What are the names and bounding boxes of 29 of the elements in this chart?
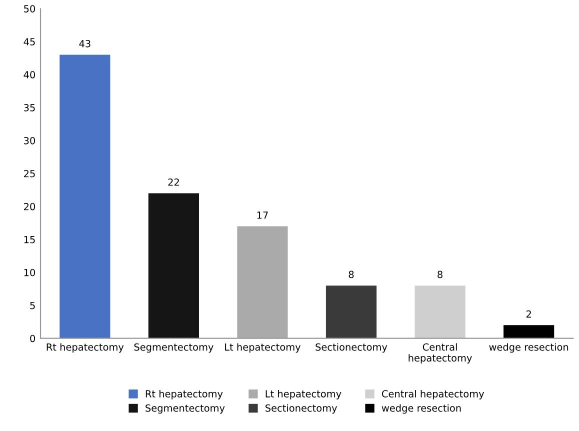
legend-label: Central hepatectomy [382,390,484,400]
x-tick-label: Sectionectomy [316,343,388,353]
y-tick-label: 5 [30,302,35,310]
data-label: 8 [348,270,354,278]
y-tick-label: 50 [24,5,36,12]
x-tick-label: Rt hepatectomy [46,343,124,353]
x-tick-label: Central hepatectomy [408,343,472,364]
x-tick-label: wedge resection [489,343,568,353]
y-tick-label: 10 [24,268,36,276]
x-tick-label: Segmentectomy [134,343,214,353]
data-label: 8 [438,270,442,278]
x-tick-label: Lt hepatectomy [225,343,301,353]
y-tick-label: 0 [30,334,36,342]
legend-label: Rt hepatectomy [146,390,223,400]
data-label: 2 [526,310,531,318]
y-tick-label: 40 [24,71,36,78]
legend-label: Sectionectomy [266,404,338,414]
data-label: 43 [79,40,90,48]
y-tick-label: 20 [24,202,36,210]
legend-label: wedge resection [382,404,461,414]
y-tick-label: 30 [24,136,36,144]
y-tick-label: 45 [24,38,35,46]
y-tick-label: 25 [24,170,35,178]
legend-label: Segmentectomy [146,404,225,414]
y-tick-label: 35 [24,104,35,112]
data-label: 22 [168,178,179,186]
data-label: 17 [257,212,268,219]
legend-label: Lt hepatectomy [266,390,342,400]
y-tick-label: 15 [24,236,35,244]
